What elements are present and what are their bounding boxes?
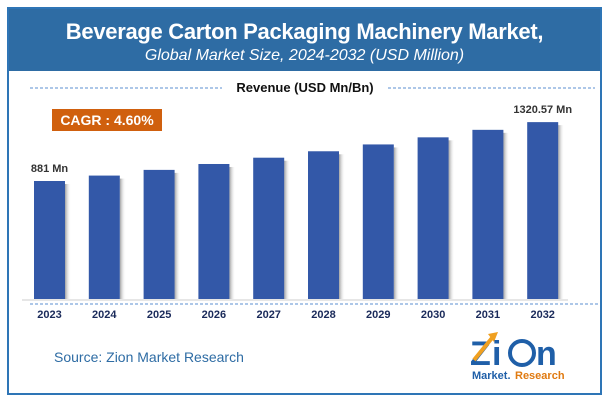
x-tick-label: 2028	[311, 309, 335, 321]
legend-label: Revenue (USD Mn/Bn)	[236, 80, 373, 95]
bar-2030	[417, 137, 449, 299]
x-tick-label: 2025	[147, 309, 171, 321]
bar-shadow	[558, 125, 565, 299]
x-tick-label: 2032	[530, 309, 554, 321]
bar-shadow	[65, 184, 71, 299]
source-text: Source: Zion Market Research	[54, 349, 244, 365]
x-tick-label: 2031	[476, 309, 500, 321]
bar-shadow	[503, 132, 510, 299]
x-tick-label: 2024	[92, 309, 117, 321]
bar-2026	[198, 163, 230, 299]
x-tick-label: 2027	[256, 309, 280, 321]
data-label: 881 Mn	[31, 163, 69, 175]
bar-2023	[34, 181, 65, 299]
data-label: 1320.57 Mn	[513, 104, 572, 116]
x-tick-label: 2030	[421, 309, 445, 321]
bar-shadow	[339, 154, 345, 299]
bar-shadow	[448, 140, 455, 299]
bar-2032	[527, 122, 559, 299]
bar-2028	[308, 151, 339, 299]
chart-title: Beverage Carton Packaging Machinery Mark…	[65, 19, 544, 44]
bar-2031	[472, 129, 504, 299]
bar-shadow	[393, 147, 400, 299]
bar-shadow	[174, 172, 181, 299]
bar-shadow	[119, 178, 126, 299]
x-tick-label: 2023	[37, 309, 61, 321]
bar-2027	[253, 157, 285, 299]
bar-2025	[143, 169, 175, 299]
chart-header: Beverage Carton Packaging Machinery Mark…	[9, 9, 600, 71]
x-tick-label: 2026	[202, 309, 226, 321]
chart-subtitle: Global Market Size, 2024-2032 (USD Milli…	[144, 47, 465, 64]
bar-2029	[362, 144, 394, 299]
bar-shadow	[284, 160, 291, 299]
bar-shadow	[229, 166, 236, 299]
bar-2024	[88, 175, 120, 299]
cagr-badge: CAGR : 4.60%	[52, 109, 162, 131]
x-tick-label: 2029	[366, 309, 390, 321]
